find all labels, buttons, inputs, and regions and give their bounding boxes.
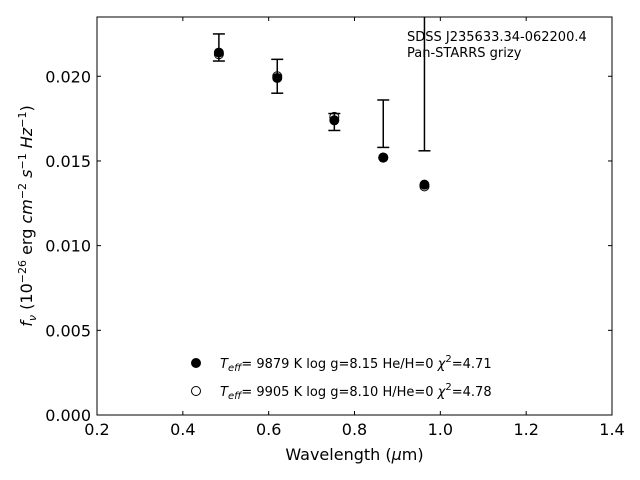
legend-item-1: Teff= 9879 K log g=8.15 He/H=0 χ2=4.71 [191,354,492,374]
axis-ticks: 0.2 0.4 0.6 0.8 1.0 1.2 1.4 0.000 0.005 0.010 0.01… [45,17,625,439]
y-tick-label: 0.020 [45,67,91,86]
plot-frame [96,16,613,416]
open-model-point [419,181,430,192]
x-tick-label: 0.6 [256,420,281,439]
legend-filled-circle-marker [191,358,201,368]
x-tick-label: 1.0 [428,420,453,439]
legend-label-2: Teff= 9905 K log g=8.10 H/He=0 χ2=4.78 [220,382,492,402]
legend-item-2: Teff= 9905 K log g=8.10 H/He=0 χ2=4.78 [191,382,492,402]
model-points [213,47,430,192]
y-tick-label: 0.010 [45,237,91,256]
x-tick-label: 1.2 [513,420,538,439]
open-model-point [213,49,224,60]
error-bars [212,17,431,152]
open-model-point [378,152,389,163]
x-axis-label: Wavelength (μm) [285,445,423,464]
legend-label-1: Teff= 9879 K log g=8.15 He/H=0 χ2=4.71 [220,354,492,374]
x-tick-label: 1.4 [599,420,624,439]
x-tick-label: 0.2 [84,420,109,439]
y-axis-label: fν (10−26 erg cm−2 s−1 Hz−1) [16,105,39,326]
legend: Teff= 9879 K log g=8.15 He/H=0 χ2=4.71 T… [191,354,492,402]
y-tick-label: 0.005 [45,321,91,340]
annotation-line-2: Pan-STARRS grizy [407,46,522,61]
x-tick-label: 0.8 [342,420,367,439]
filled-model-point [329,115,340,126]
y-tick-label: 0.015 [45,152,91,171]
open-model-point [329,111,340,122]
legend-open-circle-marker [191,386,201,396]
annotation-line-1: SDSS J235633.34-062200.4 [407,30,587,45]
error-bar [418,17,431,152]
y-tick-label: 0.000 [45,406,91,425]
open-model-point [272,71,283,82]
x-tick-label: 0.4 [170,420,195,439]
error-bar [377,99,390,149]
